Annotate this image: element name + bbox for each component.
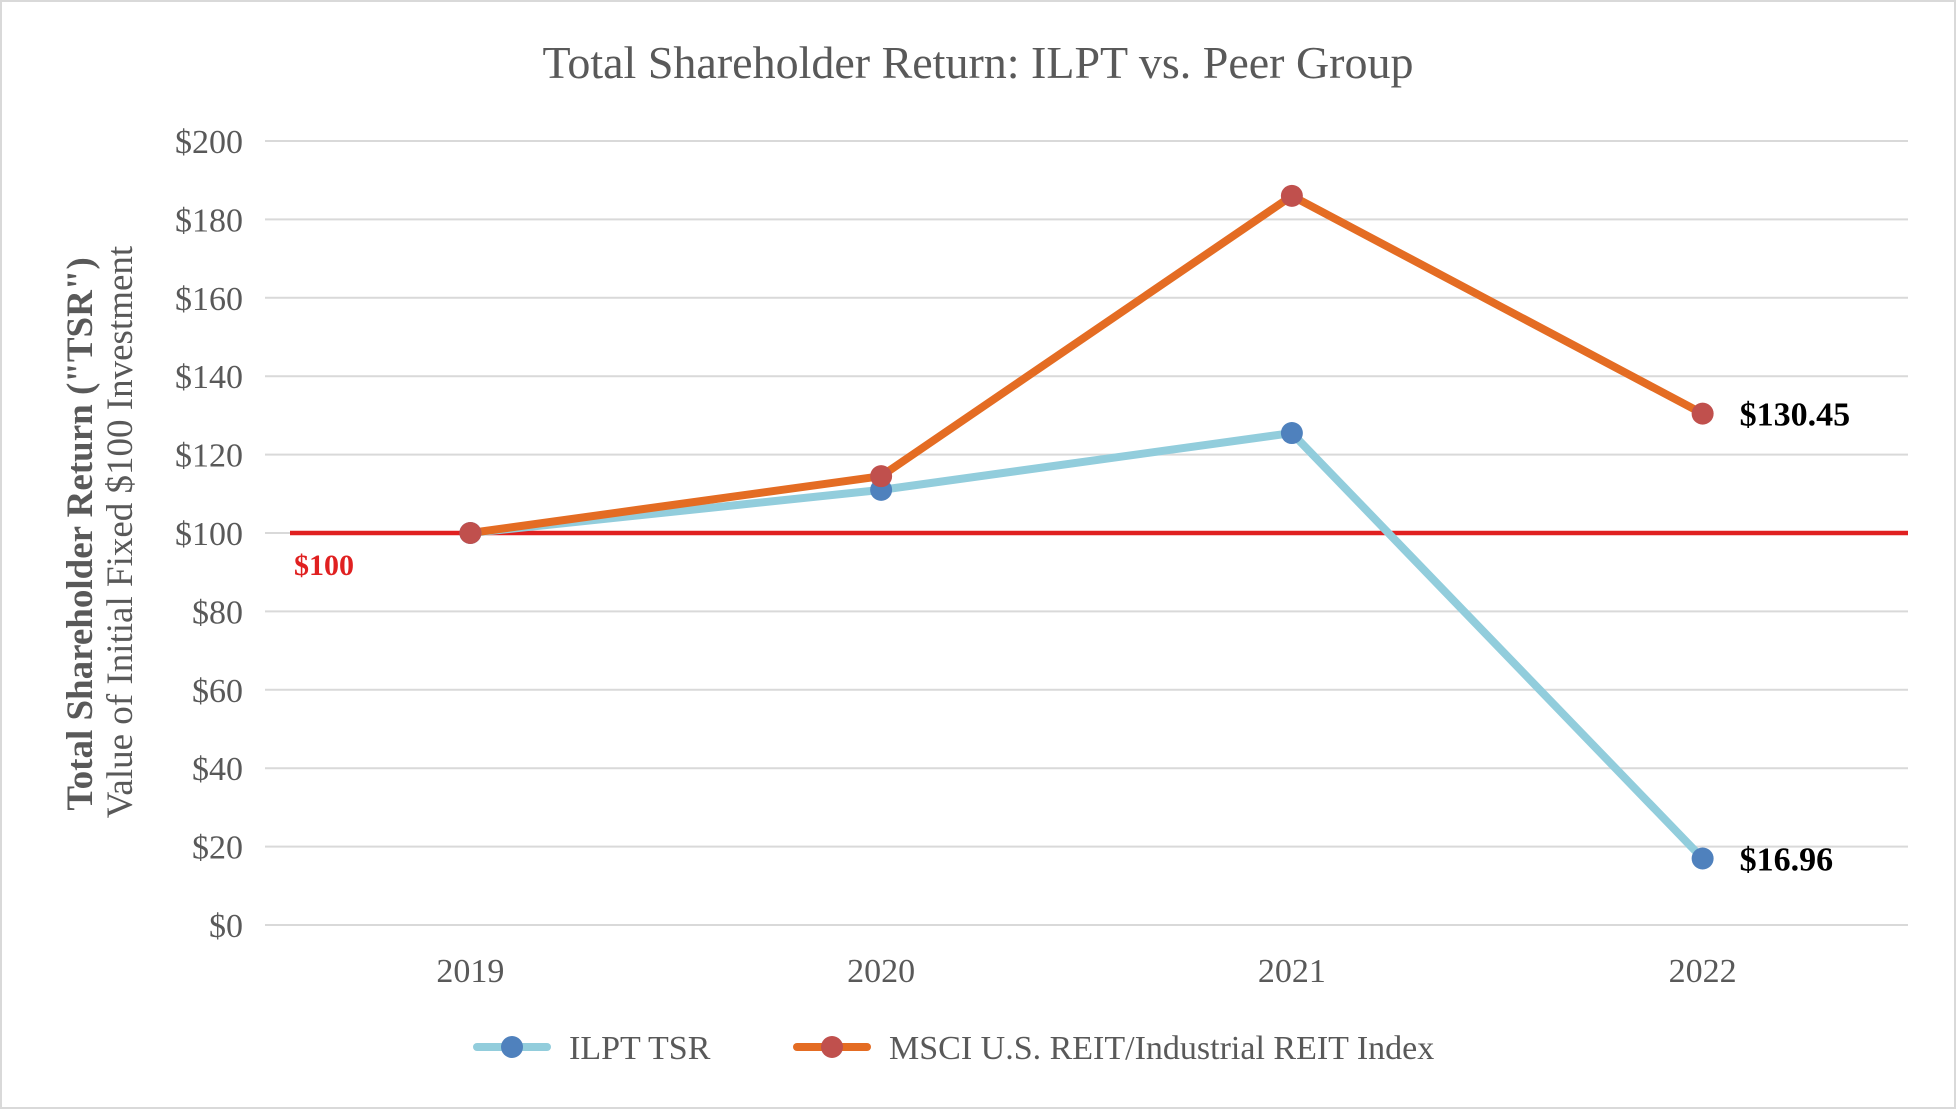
- series-1-point-2019: [459, 522, 482, 544]
- series-0-point-2021: [1280, 422, 1303, 445]
- chart-title: Total Shareholder Return: ILPT vs. Peer …: [542, 37, 1413, 88]
- y-tick-label: $60: [192, 673, 243, 710]
- y-tick-label: $40: [192, 751, 243, 788]
- legend-marker-1: [821, 1036, 843, 1058]
- y-tick-label: $100: [175, 516, 243, 553]
- legend-marker-0: [501, 1036, 523, 1058]
- end-label-series-1: $130.45: [1740, 397, 1851, 434]
- y-tick-label: $180: [175, 202, 243, 239]
- x-tick-label: 2020: [847, 953, 915, 990]
- reference-line-label: $100: [294, 549, 354, 582]
- y-axis-label: Total Shareholder Return ("TSR") Value o…: [60, 245, 141, 818]
- y-axis-label-bold: Total Shareholder Return ("TSR"): [60, 257, 101, 810]
- series-1-point-2021: [1280, 184, 1303, 207]
- y-tick-label: $140: [175, 359, 243, 396]
- end-label-series-0: $16.96: [1740, 842, 1834, 879]
- y-axis-label-secondary: Value of Initial Fixed $100 Investment: [100, 245, 141, 818]
- x-tick-label: 2022: [1669, 953, 1737, 990]
- series-group: [459, 184, 1714, 870]
- series-0-point-2022: [1691, 847, 1714, 870]
- series-1-point-2022: [1691, 402, 1714, 425]
- series-line-0: [466, 429, 1707, 863]
- y-axis-ticks: $0 $20 $40 $60 $80 $100 $120 $140 $160 $180 $200: [175, 124, 243, 945]
- x-tick-label: 2019: [436, 953, 504, 990]
- legend: ILPT TSR MSCI U.S. REIT/Industrial REIT I…: [473, 1030, 1434, 1067]
- y-tick-label: $20: [192, 830, 243, 867]
- x-tick-label: 2021: [1258, 953, 1326, 990]
- y-tick-label: $160: [175, 281, 243, 318]
- y-tick-label: $80: [192, 594, 243, 631]
- reference-line-group: $100: [290, 530, 1908, 582]
- series-line-1: [466, 191, 1707, 537]
- y-tick-label: $200: [175, 124, 243, 161]
- series-1-point-2020: [870, 465, 893, 488]
- x-axis-ticks: 2019 2020 2021 2022: [436, 953, 1736, 990]
- legend-label-0: ILPT TSR: [569, 1030, 711, 1067]
- y-tick-label: $0: [209, 908, 243, 945]
- end-labels: $16.96 $130.45: [1740, 397, 1851, 879]
- legend-label-1: MSCI U.S. REIT/Industrial REIT Index: [889, 1030, 1434, 1067]
- y-tick-label: $120: [175, 438, 243, 475]
